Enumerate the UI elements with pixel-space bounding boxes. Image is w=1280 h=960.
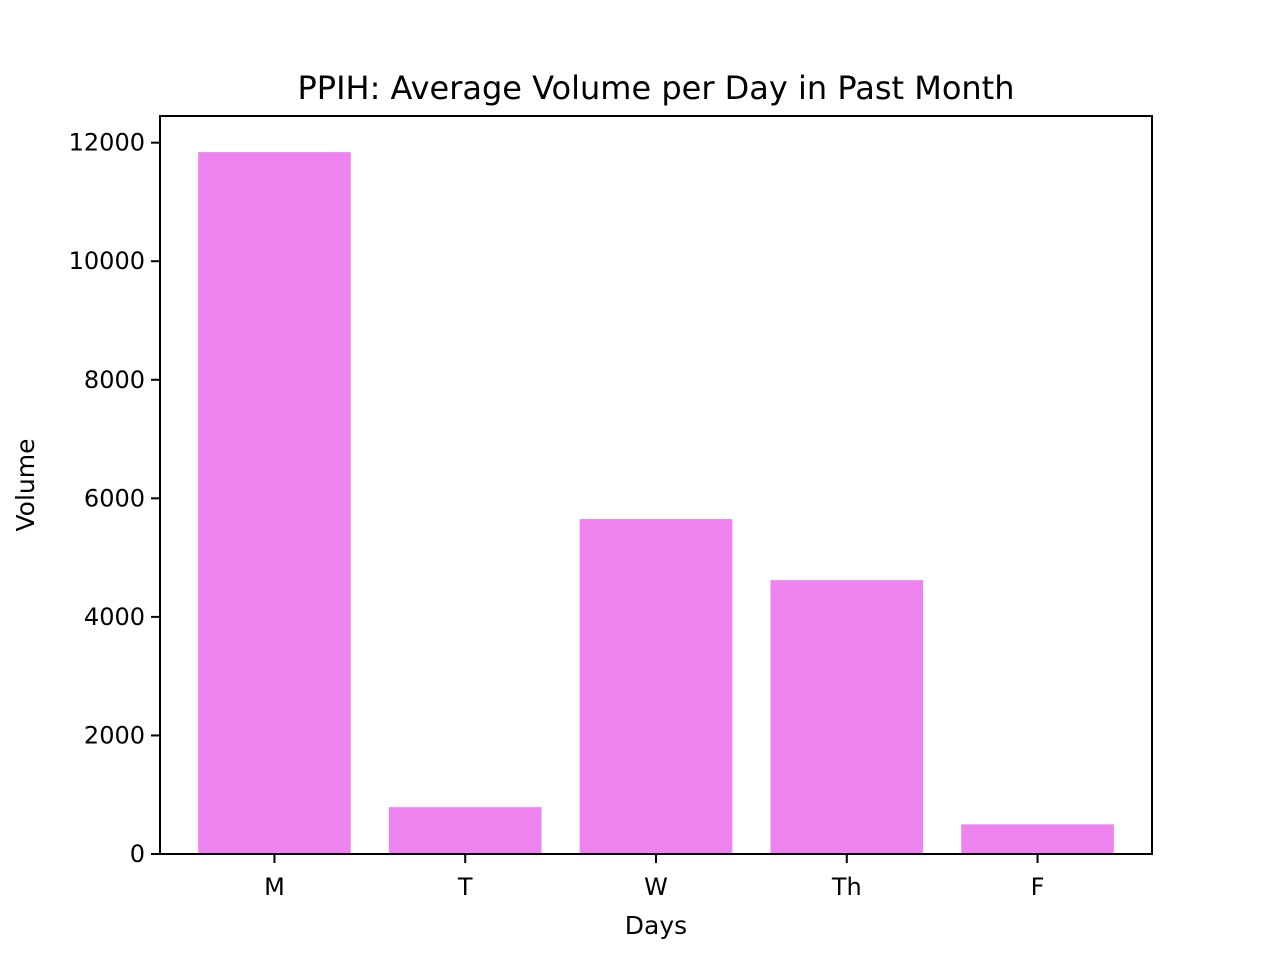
x-tick-label: M (264, 873, 285, 901)
chart-title: PPIH: Average Volume per Day in Past Mon… (298, 69, 1015, 107)
y-tick-label: 12000 (69, 129, 145, 157)
bar-f (961, 824, 1114, 854)
bar-w (579, 519, 733, 854)
y-axis-ticks: 0 2000 4000 6000 8000 10000 12000 (69, 129, 160, 868)
x-tick-label: W (644, 873, 668, 901)
y-tick-label: 2000 (84, 721, 145, 749)
bar-m (198, 152, 351, 854)
bar-t (388, 807, 542, 854)
x-tick-label: Th (831, 873, 862, 901)
x-tick-label: F (1031, 873, 1045, 901)
bar-th (770, 580, 924, 854)
bars-group (198, 152, 1114, 854)
y-axis-label: Volume (11, 439, 40, 532)
x-axis-ticks: M T W Th F (264, 854, 1044, 901)
x-axis-label: Days (625, 911, 687, 940)
x-tick-label: T (457, 873, 473, 901)
y-tick-label: 6000 (84, 484, 145, 512)
y-tick-label: 4000 (84, 603, 145, 631)
plot-frame (159, 115, 1153, 855)
y-tick-label: 8000 (84, 366, 145, 394)
y-tick-label: 10000 (69, 247, 145, 275)
y-tick-label: 0 (130, 840, 145, 868)
